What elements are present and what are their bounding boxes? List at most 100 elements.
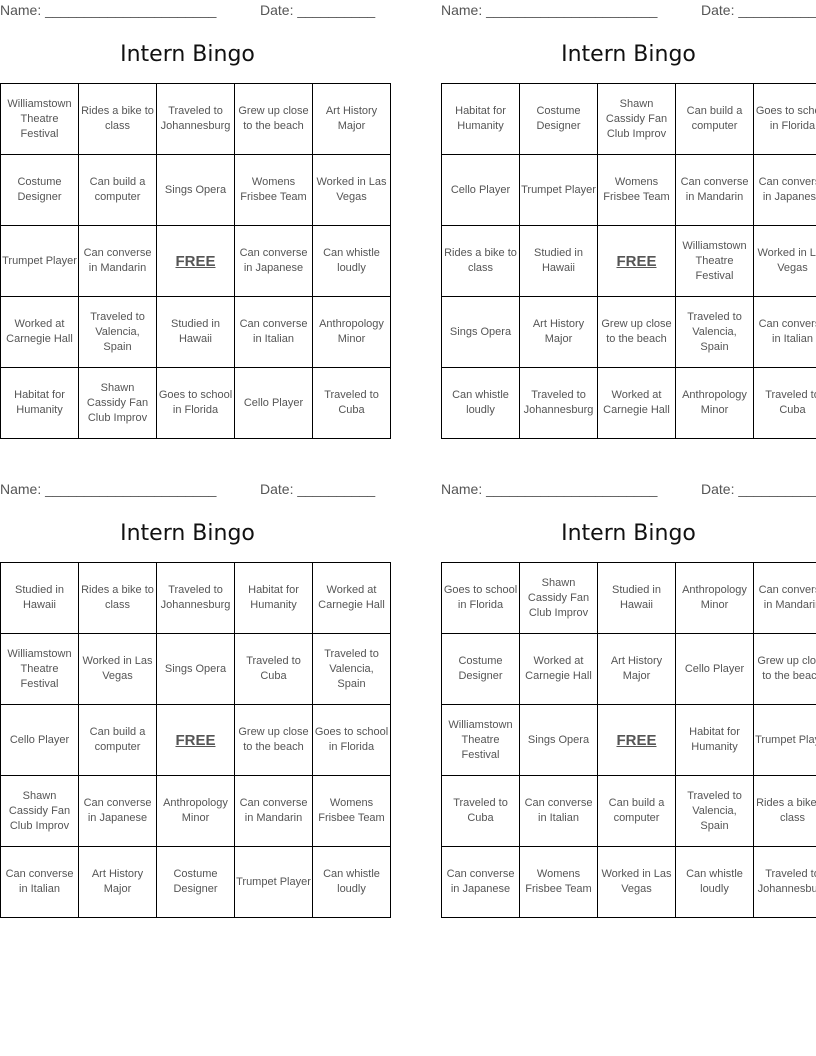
bingo-cell: Sings Opera: [156, 154, 235, 226]
bingo-cell: Habitat for Humanity: [0, 367, 79, 439]
bingo-cell: Cello Player: [234, 367, 313, 439]
bingo-cell: Shawn Cassidy Fan Club Improv: [597, 83, 676, 155]
bingo-cell: Costume Designer: [0, 154, 79, 226]
bingo-cell: Trumpet Player: [234, 846, 313, 918]
grid-row: Williamstown Theatre Festival Rides a bik…: [0, 83, 391, 155]
bingo-cell: Can converse in Mandarin: [675, 154, 754, 226]
free-cell: FREE: [597, 225, 676, 297]
grid-row: Williamstown Theatre Festival Sings Opera…: [441, 704, 816, 776]
bingo-grid: Habitat for Humanity Costume Designer Shaw…: [441, 83, 816, 439]
bingo-cell: Studied in Hawaii: [519, 225, 598, 297]
card-title: Intern Bingo: [120, 42, 255, 67]
bingo-cell: Williamstown Theatre Festival: [0, 83, 79, 155]
name-label: Name: ______________________: [0, 2, 217, 18]
bingo-cell: Can whistle loudly: [312, 846, 391, 918]
grid-row: Cello Player Can build a computer FREE Grew…: [0, 704, 391, 776]
free-cell: FREE: [597, 704, 676, 776]
name-label: Name: ______________________: [0, 481, 217, 497]
bingo-cell: Grew up close to the beach: [234, 83, 313, 155]
grid-row: Habitat for Humanity Shawn Cassidy Fan Cl…: [0, 367, 391, 439]
bingo-cell: Sings Opera: [441, 296, 520, 368]
bingo-cell: Can build a computer: [597, 775, 676, 847]
bingo-cell: Traveled to Valencia, Spain: [675, 775, 754, 847]
bingo-cell: Costume Designer: [441, 633, 520, 705]
name-label: Name: ______________________: [441, 481, 658, 497]
bingo-cell: Art History Major: [597, 633, 676, 705]
grid-row: Williamstown Theatre Festival Worked in L…: [0, 633, 391, 705]
bingo-cell: Can build a computer: [675, 83, 754, 155]
bingo-cell: Studied in Hawaii: [0, 562, 79, 634]
bingo-card: Name: ______________________ Date: ______…: [0, 0, 391, 440]
bingo-cell: Shawn Cassidy Fan Club Improv: [519, 562, 598, 634]
bingo-cell: Costume Designer: [156, 846, 235, 918]
grid-body: Goes to school in Florida Shawn Cassidy F…: [441, 562, 816, 918]
grid-body: Studied in Hawaii Rides a bike to class Tr…: [0, 562, 391, 918]
bingo-cell: Can whistle loudly: [312, 225, 391, 297]
bingo-cell: Rides a bike to class: [78, 562, 157, 634]
bingo-card: Name: ______________________ Date: ______…: [441, 479, 816, 919]
bingo-card: Name: ______________________ Date: ______…: [0, 479, 391, 919]
bingo-grid: Williamstown Theatre Festival Rides a bik…: [0, 83, 391, 439]
bingo-cell: Can converse in Japanese: [78, 775, 157, 847]
bingo-cell: Habitat for Humanity: [234, 562, 313, 634]
bingo-cell: Anthropology Minor: [675, 562, 754, 634]
grid-row: Can converse in Japanese Womens Frisbee T…: [441, 846, 816, 918]
bingo-cell: Art History Major: [519, 296, 598, 368]
bingo-cell: Traveled to Cuba: [441, 775, 520, 847]
bingo-cell: Cello Player: [0, 704, 79, 776]
bingo-cell: Cello Player: [441, 154, 520, 226]
grid-row: Trumpet Player Can converse in Mandarin FR…: [0, 225, 391, 297]
bingo-cell: Can build a computer: [78, 704, 157, 776]
bingo-cell: Rides a bike to class: [753, 775, 816, 847]
card-title: Intern Bingo: [561, 521, 696, 546]
bingo-cell: Traveled to Valencia, Spain: [312, 633, 391, 705]
bingo-cell: Grew up close to the beach: [597, 296, 676, 368]
date-label: Date: __________: [260, 481, 376, 497]
bingo-cell: Womens Frisbee Team: [234, 154, 313, 226]
bingo-cell: Womens Frisbee Team: [597, 154, 676, 226]
bingo-cell: Can whistle loudly: [441, 367, 520, 439]
bingo-grid: Goes to school in Florida Shawn Cassidy F…: [441, 562, 816, 918]
bingo-cell: Can converse in Italian: [0, 846, 79, 918]
bingo-cell: Goes to school in Florida: [312, 704, 391, 776]
bingo-cell: Traveled to Cuba: [234, 633, 313, 705]
bingo-cell: Can converse in Italian: [519, 775, 598, 847]
bingo-cell: Traveled to Johannesburg: [519, 367, 598, 439]
bingo-cell: Studied in Hawaii: [156, 296, 235, 368]
bingo-cell: Rides a bike to class: [441, 225, 520, 297]
bingo-cell: Anthropology Minor: [156, 775, 235, 847]
bingo-cell: Williamstown Theatre Festival: [441, 704, 520, 776]
bingo-cell: Can whistle loudly: [675, 846, 754, 918]
bingo-cell: Cello Player: [675, 633, 754, 705]
bingo-cell: Can build a computer: [78, 154, 157, 226]
bingo-cell: Shawn Cassidy Fan Club Improv: [78, 367, 157, 439]
bingo-cell: Trumpet Player: [753, 704, 816, 776]
bingo-cell: Worked in Las Vegas: [78, 633, 157, 705]
bingo-cell: Traveled to Cuba: [753, 367, 816, 439]
bingo-cell: Shawn Cassidy Fan Club Improv: [0, 775, 79, 847]
free-cell: FREE: [156, 704, 235, 776]
date-label: Date: __________: [260, 2, 376, 18]
bingo-cell: Anthropology Minor: [312, 296, 391, 368]
bingo-cell: Sings Opera: [156, 633, 235, 705]
bingo-cell: Habitat for Humanity: [441, 83, 520, 155]
grid-row: Habitat for Humanity Costume Designer Shaw…: [441, 83, 816, 155]
bingo-cell: Can converse in Mandarin: [753, 562, 816, 634]
grid-row: Can whistle loudly Traveled to Johannesbu…: [441, 367, 816, 439]
bingo-cell: Womens Frisbee Team: [519, 846, 598, 918]
bingo-cell: Art History Major: [78, 846, 157, 918]
bingo-cell: Studied in Hawaii: [597, 562, 676, 634]
bingo-cell: Traveled to Johannesburg: [156, 83, 235, 155]
bingo-cell: Goes to school in Florida: [753, 83, 816, 155]
bingo-cell: Williamstown Theatre Festival: [0, 633, 79, 705]
bingo-cell: Traveled to Johannesburg: [156, 562, 235, 634]
bingo-cell: Womens Frisbee Team: [312, 775, 391, 847]
date-label: Date: __________: [701, 481, 816, 497]
bingo-cell: Rides a bike to class: [78, 83, 157, 155]
grid-body: Habitat for Humanity Costume Designer Shaw…: [441, 83, 816, 439]
bingo-cell: Sings Opera: [519, 704, 598, 776]
grid-row: Goes to school in Florida Shawn Cassidy F…: [441, 562, 816, 634]
card-title: Intern Bingo: [120, 521, 255, 546]
grid-row: Rides a bike to class Studied in Hawaii FR…: [441, 225, 816, 297]
bingo-cell: Grew up close to the beach: [753, 633, 816, 705]
